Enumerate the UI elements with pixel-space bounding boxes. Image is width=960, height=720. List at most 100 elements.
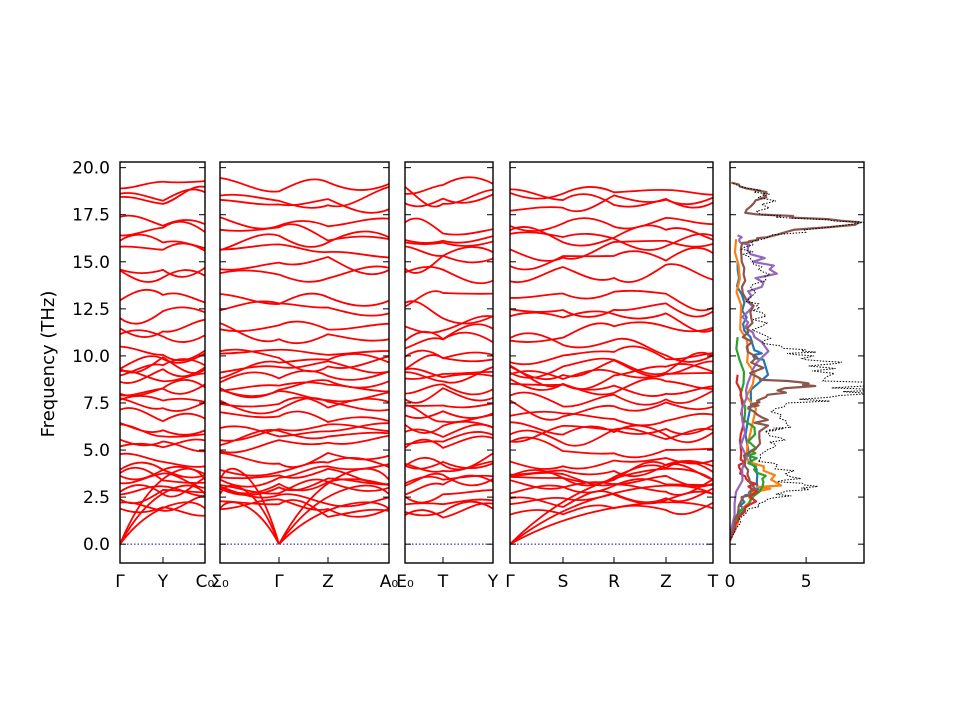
optical-branch [510,310,713,333]
optical-branch [120,407,205,423]
optical-branch [220,198,389,214]
optical-branch [510,246,713,271]
optical-branch [510,421,713,444]
optical-branch [120,220,205,237]
optical-branch [120,438,205,449]
optical-branch [510,377,713,396]
k-point-label: E₀ [396,572,414,592]
optical-branch [510,472,713,488]
y-axis-label-group: Frequency (THz) [38,291,59,438]
k-point-label: Γ [115,572,125,592]
optical-branch [405,323,493,342]
total-dos-curve [730,182,864,541]
optical-branch [220,265,389,283]
optical-branch [405,240,493,247]
optical-branch [120,438,205,453]
optical-branch [220,230,389,252]
dos-x-tick-label: 5 [801,572,812,592]
k-point-label: Γ [505,572,515,592]
optical-branch [120,452,205,468]
optical-branch [510,399,713,421]
optical-branch [510,332,713,363]
dos-frame [729,161,865,564]
panel-frame [404,161,494,564]
optical-branch [510,217,713,232]
optical-branch [510,186,713,200]
optical-branch [220,216,389,230]
optical-branch [220,177,389,193]
optical-branch [220,322,389,345]
optical-branch [405,367,493,379]
optical-branch [405,235,493,244]
k-point-label: Z [322,572,334,592]
optical-branch [120,306,205,325]
band-panel-2: Σ₀ Γ Z A₀ [211,161,398,592]
panel-frame [219,161,390,564]
optical-branch [405,460,493,473]
y-tick-label: 7.5 [83,394,110,414]
optical-branch [220,478,389,495]
optical-branch [220,292,389,307]
optical-branch [510,501,713,516]
optical-branch [510,410,713,427]
optical-branch [220,360,389,374]
k-point-label: Y [157,572,169,592]
optical-branch [120,233,205,250]
optical-branch [405,387,493,404]
optical-branch [120,383,205,397]
optical-branch [405,500,493,517]
optical-branch [405,254,493,274]
optical-branch [120,180,205,190]
band-lines [405,176,493,545]
band-lines [510,186,713,545]
optical-branch [220,434,389,454]
optical-branch [220,397,389,415]
y-tick-label: 20.0 [72,159,110,179]
optical-branch [405,435,493,449]
optical-branch [120,288,205,304]
optical-branch [510,487,713,506]
optical-branch [120,188,205,202]
optical-branch [405,265,493,285]
optical-branch [220,320,389,332]
y-tick-label: 0.0 [83,535,110,555]
optical-branch [220,478,389,495]
acoustic-branch [510,484,713,545]
optical-branch [220,243,389,259]
optical-branch [405,498,493,506]
optical-branch [120,185,205,205]
acoustic-branch [278,484,389,545]
optical-branch [510,345,713,366]
optical-branch [220,186,389,209]
y-tick-label: 2.5 [83,488,110,508]
optical-branch [510,224,713,247]
optical-branch [220,467,389,485]
acoustic-branch [120,484,205,545]
optical-branch [405,176,493,195]
optical-branch [405,300,493,325]
y-axis-label: Frequency (THz) [38,291,59,438]
projected-dos-curve [730,374,759,541]
k-point-label: R [608,572,620,592]
y-tick-label: 12.5 [72,300,110,320]
optical-branch [510,289,713,312]
optical-branch [405,186,493,208]
optical-branch [120,489,205,505]
k-point-label: S [558,572,569,592]
optical-branch [405,460,493,470]
band-panel-3: E₀ T Y [396,161,499,592]
optical-branch [510,231,713,251]
y-tick-label: 5.0 [83,441,110,461]
dos-x-tick-label: 0 [725,572,736,592]
k-point-label: Σ₀ [211,572,229,592]
projected-dos-curve [730,336,767,541]
optical-branch [510,351,713,379]
optical-branch [220,457,389,477]
panel-frame [509,161,714,564]
optical-branch [405,423,493,438]
optical-branch [120,472,205,489]
acoustic-branch [220,501,280,545]
optical-branch [220,485,389,508]
